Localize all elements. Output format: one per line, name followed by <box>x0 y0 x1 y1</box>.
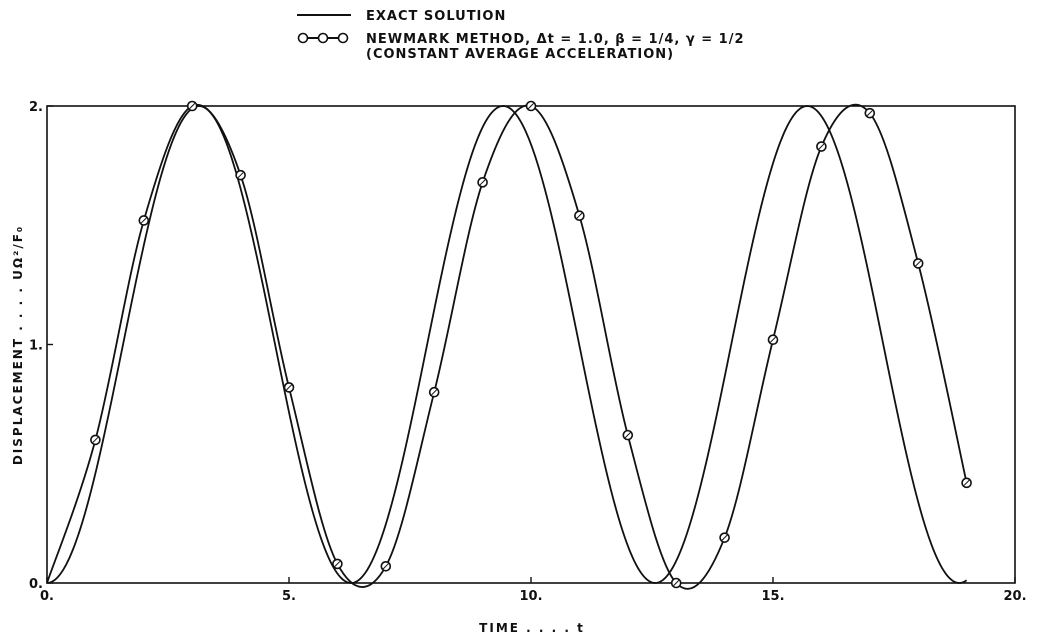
series-newmark-point-slash <box>673 580 680 586</box>
legend-newmark-sample <box>297 32 349 44</box>
series-newmark-line <box>46 103 968 590</box>
series-newmark-point-slash <box>624 432 631 439</box>
axis-ticks: 0. 5. 10. 15. 20. 0. 1. 2. <box>29 100 1027 604</box>
series-newmark-point-slash <box>721 534 728 541</box>
series-newmark-point-slash <box>92 436 99 443</box>
x-axis-title: TIME . . . . t <box>479 621 585 635</box>
legend: EXACT SOLUTION NEWMARK METHOD, Δt = 1.0,… <box>297 9 744 62</box>
plot-frame <box>46 105 1016 584</box>
legend-exact-label: EXACT SOLUTION <box>366 9 506 24</box>
series-newmark-point-slash <box>237 172 244 179</box>
y-axis-title: DISPLACEMENT . . . . UΩ²/F₀ <box>11 225 25 465</box>
x-tick-label: 0. <box>40 589 54 604</box>
series-newmark-point-slash <box>189 103 196 109</box>
series-newmark-point-slash <box>479 179 486 186</box>
x-tick-label: 15. <box>761 589 784 604</box>
y-tick-label: 2. <box>29 100 43 115</box>
series-exact-solution-line <box>46 105 968 584</box>
y-tick-label: 1. <box>29 339 43 354</box>
series-newmark-point-slash <box>140 217 147 224</box>
series-newmark-point-slash <box>818 143 825 150</box>
series-newmark-point-slash <box>334 560 341 567</box>
series-newmark-point-slash <box>382 563 389 570</box>
series-layer <box>46 100 972 590</box>
series-newmark-point-slash <box>528 103 534 109</box>
series-newmark-point-slash <box>866 110 873 117</box>
legend-newmark-label: NEWMARK METHOD, Δt = 1.0, β = 1/4, γ = 1… <box>366 32 744 47</box>
series-newmark-point-slash <box>770 336 776 343</box>
series-newmark-point-slash <box>915 260 922 267</box>
y-tick-label: 0. <box>29 577 43 592</box>
series-newmark-point-slash <box>963 479 970 486</box>
series-newmark-point-slash <box>431 389 438 396</box>
x-tick-label: 5. <box>282 589 296 604</box>
x-tick-label: 20. <box>1003 589 1026 604</box>
legend-newmark-label-line2: (CONSTANT AVERAGE ACCELERATION) <box>366 47 674 62</box>
series-newmark-point-slash <box>576 212 583 219</box>
series-newmark-point-slash <box>286 384 292 391</box>
x-tick-label: 10. <box>519 589 542 604</box>
